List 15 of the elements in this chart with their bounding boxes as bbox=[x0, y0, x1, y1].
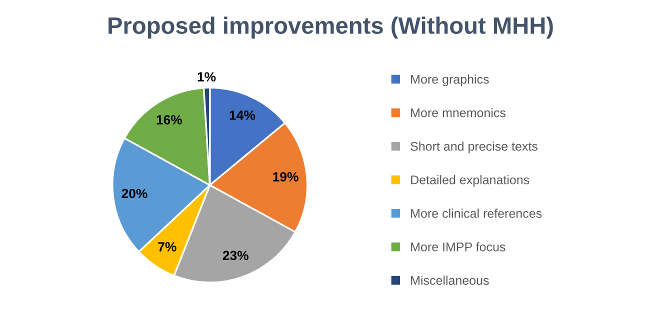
legend-label: More mnemonics bbox=[411, 108, 506, 118]
data-label: 14% bbox=[230, 110, 256, 120]
data-label: 20% bbox=[122, 188, 148, 198]
data-label: 16% bbox=[156, 115, 182, 124]
chart-title: Proposed improvements (Without MHH) bbox=[108, 16, 553, 39]
data-label: 1% bbox=[198, 72, 216, 82]
legend-label: More graphics bbox=[411, 74, 489, 86]
legend-label: Detailed explanations bbox=[411, 175, 530, 187]
legend-label: More IMPP focus bbox=[411, 242, 506, 252]
data-label: 23% bbox=[222, 250, 248, 260]
legend-label: Short and precise texts bbox=[410, 142, 538, 154]
legend-label: Miscellaneous bbox=[411, 276, 489, 285]
data-label: 19% bbox=[273, 172, 298, 182]
legend-label: More clinical references bbox=[411, 208, 542, 218]
data-label: 7% bbox=[158, 242, 176, 252]
